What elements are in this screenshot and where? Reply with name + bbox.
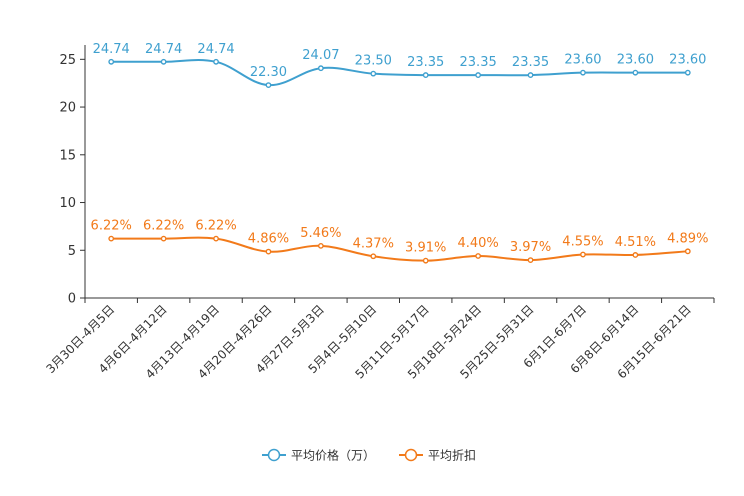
data-label: 5.46% bbox=[300, 226, 341, 241]
data-label: 4.55% bbox=[562, 235, 603, 250]
data-label: 23.35 bbox=[407, 55, 444, 70]
series-layer: 24.74 24.74 24.74 22.30 24.07 23.50 23.35 23.35… bbox=[91, 42, 708, 264]
data-point[interactable] bbox=[317, 65, 324, 72]
legend-label: 平均价格（万） bbox=[291, 448, 375, 463]
data-point[interactable] bbox=[265, 82, 272, 88]
data-label: 4.40% bbox=[457, 236, 498, 251]
data-label: 4.89% bbox=[667, 231, 708, 246]
data-label: 23.60 bbox=[669, 53, 706, 68]
data-label: 3.97% bbox=[510, 240, 551, 255]
data-point[interactable] bbox=[684, 69, 691, 76]
data-label: 24.74 bbox=[145, 42, 182, 57]
y-tick-label: 0 bbox=[68, 292, 76, 307]
data-label: 22.30 bbox=[250, 65, 287, 80]
legend-marker-icon bbox=[267, 448, 281, 462]
legend[interactable]: 平均价格（万） 平均折扣 bbox=[262, 448, 476, 463]
data-point[interactable] bbox=[370, 70, 377, 77]
data-point[interactable] bbox=[422, 257, 429, 264]
data-point[interactable] bbox=[527, 257, 534, 263]
data-point[interactable] bbox=[632, 252, 639, 258]
data-point[interactable] bbox=[160, 235, 167, 242]
data-label: 23.35 bbox=[512, 55, 549, 70]
series-avg-discount: 6.22% 6.22% 6.22% 4.86% 5.46% 4.37% 3.91% 4.40%… bbox=[91, 219, 708, 264]
data-label: 6.22% bbox=[91, 219, 132, 234]
data-point[interactable] bbox=[160, 58, 167, 65]
data-label: 4.51% bbox=[615, 235, 656, 250]
data-label: 24.07 bbox=[302, 48, 339, 63]
y-tick-label: 20 bbox=[59, 101, 76, 116]
data-label: 23.50 bbox=[355, 54, 392, 69]
y-tick-label: 25 bbox=[59, 53, 76, 68]
y-tick-label: 5 bbox=[68, 244, 76, 259]
data-label: 6.22% bbox=[195, 219, 236, 234]
data-point[interactable] bbox=[108, 58, 115, 65]
data-point[interactable] bbox=[475, 253, 482, 259]
legend-item[interactable]: 平均折扣 bbox=[399, 448, 476, 463]
data-point[interactable] bbox=[265, 248, 272, 255]
data-point[interactable] bbox=[527, 72, 534, 78]
data-label: 24.74 bbox=[93, 42, 130, 57]
series-line bbox=[111, 236, 688, 262]
legend-label: 平均折扣 bbox=[428, 448, 476, 463]
data-label: 23.35 bbox=[460, 55, 497, 70]
data-label: 24.74 bbox=[197, 42, 234, 57]
data-label: 23.60 bbox=[617, 53, 654, 68]
data-point[interactable] bbox=[317, 242, 324, 249]
data-label: 4.86% bbox=[248, 232, 289, 247]
series-line bbox=[111, 58, 688, 87]
series-avg-price: 24.74 24.74 24.74 22.30 24.07 23.50 23.35 23.35… bbox=[93, 42, 706, 88]
data-point[interactable] bbox=[580, 251, 586, 258]
data-label: 6.22% bbox=[143, 219, 184, 234]
data-point[interactable] bbox=[370, 253, 377, 260]
data-point[interactable] bbox=[580, 69, 586, 76]
data-point[interactable] bbox=[632, 69, 639, 76]
data-label: 23.60 bbox=[564, 53, 601, 68]
data-point[interactable] bbox=[213, 235, 219, 242]
data-label: 3.91% bbox=[405, 241, 446, 256]
data-point[interactable] bbox=[684, 248, 691, 255]
data-point[interactable] bbox=[422, 72, 429, 78]
data-label: 4.37% bbox=[353, 236, 394, 251]
y-tick-label: 10 bbox=[59, 196, 76, 211]
data-point[interactable] bbox=[108, 235, 115, 242]
axes: 05101520253月30日-4月5日4月6日-4月12日4月13日-4月19… bbox=[43, 45, 715, 382]
data-point[interactable] bbox=[213, 58, 219, 65]
legend-item[interactable]: 平均价格（万） bbox=[262, 448, 375, 463]
legend-marker-icon bbox=[404, 448, 418, 462]
y-tick-label: 15 bbox=[59, 148, 76, 163]
data-point[interactable] bbox=[475, 72, 482, 78]
